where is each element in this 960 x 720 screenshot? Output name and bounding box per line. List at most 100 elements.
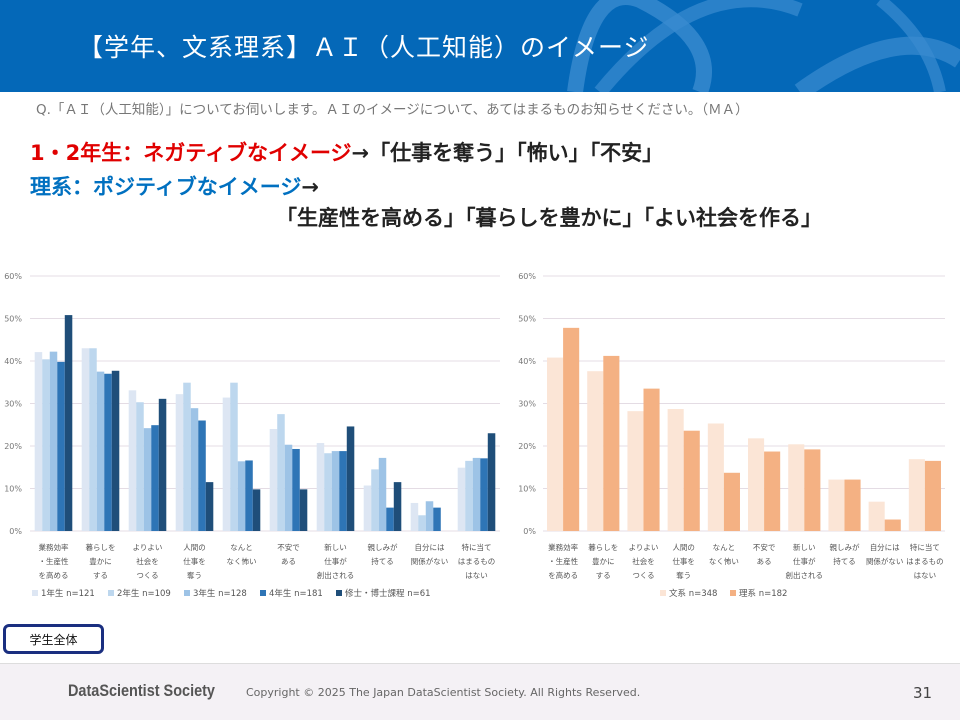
highlight-line-1: 1・2年生：ネガティブなイメージ→「仕事を奪う」「怖い」「不安」: [30, 137, 663, 167]
bar-8-1: [828, 479, 845, 531]
y-tick-label: 30%: [518, 400, 536, 409]
category-label: 新しい: [324, 542, 347, 552]
category-label: を高める: [39, 570, 69, 580]
bar-9-1: [868, 501, 885, 531]
bar-4-3: [190, 408, 199, 531]
y-tick-label: 60%: [4, 272, 22, 281]
bar-6-1: [748, 438, 765, 531]
y-tick-label: 60%: [518, 272, 536, 281]
category-label: 関係がない: [411, 556, 449, 566]
legend-label: 4年生 n=181: [269, 588, 323, 599]
category-label: ・生産性: [39, 556, 69, 566]
category-label: 仕事を: [183, 556, 206, 566]
copyright: Copyright © 2025 The Japan DataScientist…: [246, 686, 641, 699]
category-label: 暮らしを: [588, 542, 618, 552]
scope-button[interactable]: 学生全体: [3, 624, 104, 654]
bar-5-1: [222, 397, 231, 531]
bar-10-2: [465, 460, 473, 531]
bar-4-2: [683, 430, 700, 531]
bar-5-2: [723, 472, 740, 531]
y-tick-label: 0%: [9, 527, 22, 536]
bar-3-1: [627, 411, 644, 531]
category-label: よりよい: [629, 543, 659, 552]
legend-label: 理系 n=182: [739, 588, 787, 599]
category-label: 奪う: [676, 570, 691, 580]
category-label: つくる: [632, 571, 654, 580]
category-label: 自分には: [415, 542, 445, 552]
bar-2-3: [96, 371, 105, 531]
bar-1-2: [563, 327, 580, 531]
legend-label: 文系 n=348: [669, 588, 717, 599]
legend-swatch: [660, 590, 666, 596]
legend-swatch: [260, 590, 266, 596]
bar-5-5: [252, 489, 261, 531]
charts-area: 0% 10% 20% 30% 40% 50% 60% 業務効率・生産性を高める 暮らしを豊かにす…: [4, 272, 945, 599]
category-label: 社会を: [136, 556, 159, 566]
category-label: なんと: [230, 543, 253, 552]
bar-10-5: [487, 433, 496, 531]
bar-1-4: [57, 361, 65, 531]
y-tick-label: 40%: [4, 357, 22, 366]
category-label: 親しみが: [368, 542, 398, 552]
bar-6-2: [764, 451, 781, 531]
bar-10-1: [457, 467, 466, 531]
bar-8-3: [378, 457, 387, 531]
bar-10-1: [908, 459, 925, 531]
y-tick-label: 30%: [4, 400, 22, 409]
y-tick-label: 0%: [523, 527, 536, 536]
bar-3-2: [643, 388, 660, 531]
bar-6-1: [269, 429, 278, 531]
category-label: 不安で: [753, 542, 776, 552]
bar-9-1: [410, 502, 419, 531]
bar-8-5: [393, 482, 402, 531]
legend-label: 1年生 n=121: [41, 588, 95, 599]
bar-2-1: [587, 371, 604, 531]
legend-swatch: [108, 590, 114, 596]
slide-header: 【学年、文系理系】ＡＩ（人工知能）のイメージ: [0, 0, 960, 92]
question-text: Q.「ＡＩ（人工知能）」についてお伺いします。ＡＩのイメージについて、あてはまる…: [36, 102, 749, 118]
bar-6-4: [292, 448, 300, 531]
bar-10-2: [924, 460, 941, 531]
bar-3-4: [151, 425, 159, 531]
category-label: はまるもの: [458, 557, 496, 566]
category-label: する: [93, 571, 108, 580]
bar-4-4: [198, 420, 206, 531]
legend-swatch: [730, 590, 736, 596]
category-label: 豊かに: [89, 556, 112, 566]
arrow: →: [301, 175, 319, 199]
legend-swatch: [336, 590, 342, 596]
y-tick-label: 10%: [518, 485, 536, 494]
highlight-line-2: 理系：ポジティブなイメージ→: [30, 171, 319, 201]
bar-5-3: [237, 461, 246, 531]
bar-7-2: [804, 449, 821, 531]
category-label: 人間の: [672, 543, 695, 552]
bar-6-3: [284, 444, 293, 531]
category-label: 新しい: [793, 542, 816, 552]
bar-7-1: [316, 443, 325, 531]
category-label: 仕事が: [324, 556, 347, 566]
y-tick-label: 50%: [4, 315, 22, 324]
bar-1-2: [42, 359, 50, 531]
bar-5-1: [707, 423, 724, 531]
legend-label: 2年生 n=109: [117, 588, 171, 599]
y-tick-label: 10%: [4, 485, 22, 494]
bar-8-1: [363, 485, 372, 531]
bar-7-1: [788, 444, 805, 531]
bar-4-2: [183, 382, 191, 531]
bar-1-3: [49, 351, 58, 531]
category-label: よりよい: [133, 543, 163, 552]
positive-label: 理系：ポジティブなイメージ: [30, 175, 302, 199]
category-label: ある: [281, 557, 296, 566]
bar-2-1: [81, 348, 90, 531]
legend-label: 3年生 n=128: [193, 588, 247, 599]
bar-2-2: [603, 355, 620, 531]
y-tick-label: 50%: [518, 315, 536, 324]
negative-label: 1・2年生：ネガティブなイメージ: [30, 141, 352, 165]
category-label: 特に当て: [910, 542, 940, 552]
legend-label: 修士・博士課程 n=61: [345, 588, 431, 599]
category-label: つくる: [136, 571, 158, 580]
category-label: ある: [757, 557, 772, 566]
legend-swatch: [184, 590, 190, 596]
bar-chart-1: 0% 10% 20% 30% 40% 50% 60% 業務効率・生産性を高める 暮らしを豊かにす…: [4, 272, 500, 599]
bar-1-5: [64, 315, 73, 531]
